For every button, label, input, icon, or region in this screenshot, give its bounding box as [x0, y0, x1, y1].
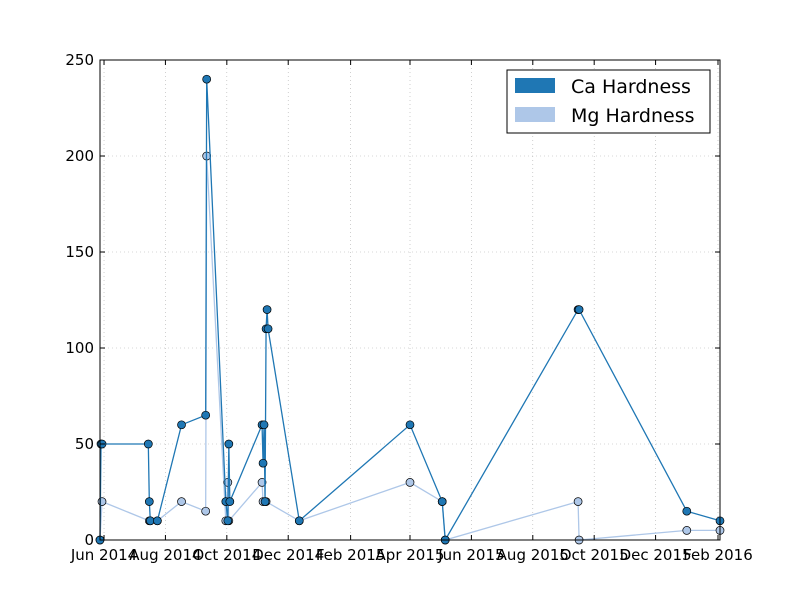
data-point-ca-hardness: [153, 516, 162, 526]
series-ca-hardness: [95, 74, 725, 545]
data-point-mg-hardness: [97, 497, 107, 506]
data-point-ca-hardness: [225, 497, 235, 506]
data-point-ca-hardness: [262, 305, 272, 314]
data-point-ca-hardness: [224, 439, 234, 449]
x-tick-label: Jun 2014: [70, 546, 137, 564]
data-point-mg-hardness: [257, 478, 267, 487]
data-point-ca-hardness: [144, 497, 154, 506]
x-tick-label: Aug 2014: [129, 546, 201, 564]
y-tick-label: 0: [84, 531, 94, 549]
legend-label-ca-hardness: Ca Hardness: [571, 76, 691, 98]
y-tick-label: 150: [65, 243, 94, 261]
x-tick-label: Dec 2014: [252, 546, 324, 564]
y-tick-label: 100: [65, 339, 94, 357]
data-point-ca-hardness: [437, 497, 447, 506]
grid: [100, 60, 720, 540]
data-point-ca-hardness: [405, 420, 415, 430]
x-tick-label: Feb 2016: [683, 546, 753, 564]
y-tick-label: 250: [65, 51, 94, 69]
data-point-ca-hardness: [682, 506, 692, 516]
legend-swatch-ca-hardness: [515, 78, 555, 93]
legend: Ca Hardness Mg Hardness: [506, 69, 711, 134]
x-tick-label: Dec 2015: [620, 546, 692, 564]
x-tick-label: Oct 2014: [192, 546, 261, 564]
data-point-ca-hardness: [223, 516, 233, 526]
data-point-mg-hardness: [201, 506, 211, 516]
data-point-ca-hardness: [143, 439, 153, 449]
x-tick-label: Oct 2015: [560, 546, 629, 564]
data-point-ca-hardness: [259, 420, 269, 430]
data-point-mg-hardness: [682, 526, 692, 535]
x-tick-label: Apr 2015: [376, 546, 445, 564]
data-point-mg-hardness: [573, 497, 583, 506]
legend-label-mg-hardness: Mg Hardness: [571, 105, 695, 127]
x-tick-label: Feb 2015: [316, 546, 386, 564]
y-tick-label: 50: [75, 435, 94, 453]
data-point-ca-hardness: [263, 324, 273, 334]
data-point-mg-hardness: [177, 497, 186, 506]
y-tick-label: 200: [65, 147, 94, 165]
x-tick-label: Aug 2015: [497, 546, 569, 564]
legend-swatch-mg-hardness: [515, 107, 555, 122]
data-point-ca-hardness: [574, 305, 584, 314]
data-point-ca-hardness: [260, 497, 270, 506]
series-layer: [95, 74, 725, 545]
data-point-ca-hardness: [177, 420, 186, 430]
data-point-ca-hardness: [258, 458, 268, 468]
data-point-ca-hardness: [202, 74, 212, 84]
data-point-ca-hardness: [294, 516, 304, 526]
data-point-ca-hardness: [201, 410, 211, 420]
data-point-mg-hardness: [405, 478, 415, 487]
x-tick-label: Jun 2015: [437, 546, 504, 564]
